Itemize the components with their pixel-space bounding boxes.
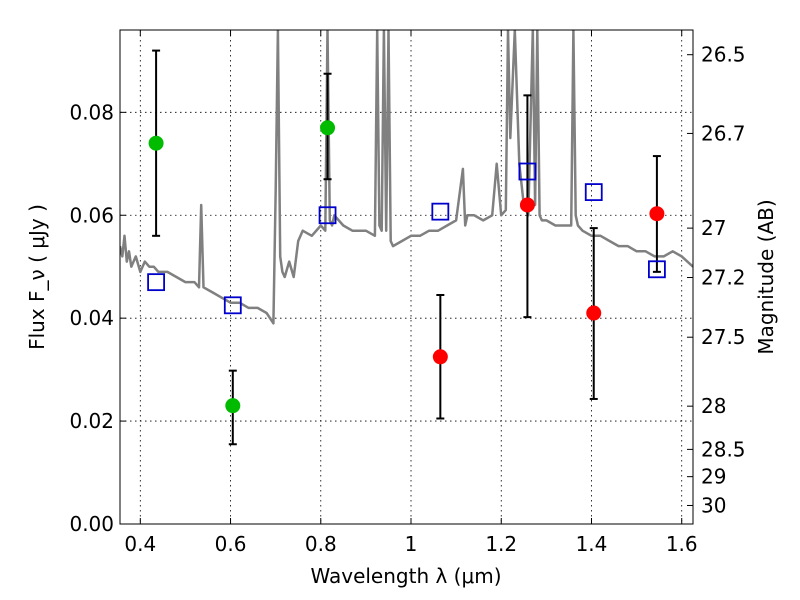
mag-tick-label: 28.5 [701, 437, 746, 461]
red-detection-point [649, 206, 665, 222]
y-tick-label: 0.06 [69, 203, 114, 227]
data-markers [147, 120, 666, 414]
x-tick-label: 0.4 [124, 532, 156, 556]
axis-ticks: 0.4 0.6 0.8 1 1.2 1.4 1.6 0.00 0.02 0.04 0.06 0.08 2… [69, 30, 746, 556]
red-detection-point [519, 197, 535, 213]
model-photometry-square [518, 162, 537, 181]
y-axis-label: Flux F_ν ( μJy ) [25, 204, 49, 350]
mag-tick-label: 27 [701, 216, 726, 240]
y-tick-label: 0.02 [69, 409, 114, 433]
y-tick-label: 0.08 [69, 100, 114, 124]
mag-tick-label: 29 [701, 465, 726, 489]
model-spectrum-line [120, 30, 693, 325]
model-photometry-square [147, 273, 165, 292]
mag-tick-label: 30 [701, 493, 726, 517]
mag-tick-label: 27.5 [701, 325, 746, 349]
model-photometry-square [223, 296, 242, 315]
model-photometry-square [431, 202, 450, 221]
model-photometry-square [648, 260, 666, 279]
mag-tick-label: 27.2 [701, 266, 746, 290]
mag-tick-label: 28 [701, 394, 726, 418]
plot-area [120, 30, 693, 524]
x-tick-label: 1.4 [576, 532, 608, 556]
x-tick-label: 0.6 [215, 532, 247, 556]
red-detection-point [586, 305, 602, 321]
x-tick-label: 1.6 [666, 532, 698, 556]
y-axis-label-right: Magnitude (AB) [754, 199, 778, 354]
x-tick-label: 0.8 [305, 532, 337, 556]
green-detection-point [225, 398, 241, 414]
green-detection-point [320, 120, 336, 136]
x-axis-label: Wavelength λ (μm) [310, 564, 501, 588]
mag-tick-label: 26.7 [701, 121, 746, 145]
green-detection-point [148, 135, 164, 151]
plot-frame [119, 29, 694, 525]
x-tick-label: 1.2 [485, 532, 517, 556]
mag-tick-label: 26.5 [701, 43, 746, 67]
x-tick-label: 1 [405, 532, 418, 556]
model-photometry-square [318, 206, 337, 225]
y-tick-label: 0.00 [69, 512, 114, 536]
red-detection-point [432, 349, 448, 365]
y-tick-label: 0.04 [69, 306, 114, 330]
plot-data [120, 30, 693, 325]
model-photometry-square [584, 183, 603, 201]
